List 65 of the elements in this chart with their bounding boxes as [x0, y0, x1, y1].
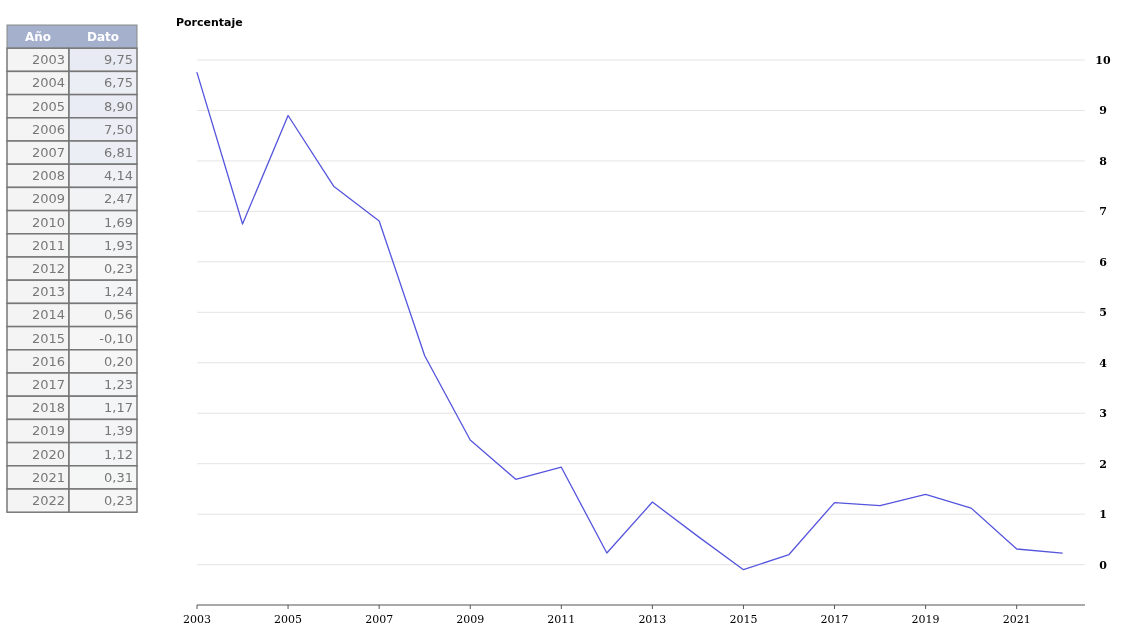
data-label: -0,10	[99, 330, 133, 346]
x-tick-label: 2013	[638, 613, 667, 626]
x-tick-label: 2003	[183, 613, 211, 626]
y-tick-label: 2022	[31, 493, 65, 508]
data-label: 2,47	[104, 191, 133, 207]
x-tick-label: 2017	[820, 613, 849, 626]
data-label: 0,20	[104, 353, 133, 369]
y-tick-label: 8	[1099, 154, 1108, 168]
y-tick-label: 2004	[31, 75, 65, 91]
y-tick-label: 1	[1099, 508, 1107, 522]
y-tick-label: 2006	[31, 121, 65, 137]
data-label: 1,39	[104, 423, 133, 439]
data-label: 1,12	[104, 446, 133, 462]
x-tick-label: 2015	[729, 613, 758, 626]
y-tick-label: 2009	[31, 191, 65, 207]
y-tick-label: 2012	[31, 261, 65, 276]
y-tick-label: 2003	[31, 52, 65, 68]
y-tick-label: 9	[1099, 104, 1107, 118]
data-label: 0,31	[104, 469, 133, 485]
x-tick-label: 2007	[365, 613, 394, 626]
data-label: 1,23	[104, 377, 133, 392]
data-label: 4,14	[104, 168, 133, 184]
data-label: 1,24	[104, 284, 133, 300]
y-tick-label: 2015	[31, 330, 65, 346]
data-label: 8,90	[104, 98, 133, 114]
data-label: 1,69	[104, 214, 133, 230]
data-label: 0,56	[104, 307, 133, 323]
x-tick-label: 2021	[1002, 613, 1031, 626]
data-label: 0,23	[104, 261, 133, 276]
line-series	[196, 71, 1063, 571]
y-axis-title: Porcentaje	[176, 16, 243, 29]
data-label: 6,81	[104, 145, 133, 160]
y-tick-label: 2014	[31, 307, 65, 323]
y-tick-label: 2	[1099, 457, 1107, 471]
y-tick-label: 6	[1099, 255, 1108, 269]
y-tick-label: 3	[1099, 407, 1107, 421]
x-tick-label: 2005	[274, 613, 303, 626]
x-tick-label: Dato	[86, 30, 120, 44]
y-tick-label: 2013	[31, 284, 65, 300]
y-tick-label: 2016	[31, 353, 65, 369]
data-label: 0,23	[104, 493, 133, 508]
data-label: 1,93	[104, 237, 133, 253]
data-label: 1,17	[104, 400, 133, 416]
y-tick-label: 2021	[31, 469, 65, 485]
y-tick-label: 2007	[31, 145, 65, 160]
y-tick-label: 5	[1099, 306, 1107, 320]
y-tick-label: 2011	[31, 237, 65, 253]
y-tick-label: 7	[1099, 205, 1107, 219]
y-tick-label: 4	[1099, 356, 1108, 370]
y-tick-label: 2020	[31, 446, 65, 462]
x-tick-label: 2011	[547, 613, 576, 626]
y-axis-title: Año	[24, 30, 52, 44]
y-tick-label: 0	[1099, 558, 1108, 572]
y-tick-label: 10	[1095, 54, 1111, 67]
y-tick-label: 2005	[31, 98, 65, 114]
y-tick-label: 2017	[31, 377, 65, 392]
data-label: 9,75	[104, 52, 133, 68]
x-tick-label: 2019	[911, 613, 940, 626]
x-tick-label: 2009	[456, 613, 485, 626]
y-tick-label: 2018	[31, 400, 65, 416]
y-tick-label: 2008	[31, 168, 65, 184]
data-label: 7,50	[104, 121, 133, 137]
y-tick-label: 2019	[31, 423, 65, 439]
y-tick-label: 2010	[31, 214, 65, 230]
data-label: 6,75	[104, 75, 133, 91]
